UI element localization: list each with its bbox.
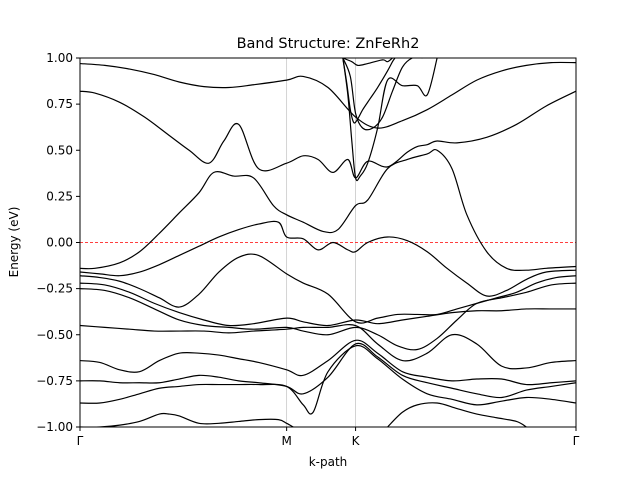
y-tick-label: 0.00 [46,236,73,250]
band-line-16 [342,58,438,182]
y-tick-label: −1.00 [36,420,73,434]
band-line-8 [80,324,576,370]
y-tick-label: −0.50 [36,328,73,342]
band-line-11 [80,344,576,415]
x-tick-label: Γ [77,434,84,448]
x-tick-label: M [281,434,291,448]
band-line-7 [80,282,576,351]
band-line-6 [80,282,576,327]
plot-area [79,57,577,428]
y-tick-label: −0.75 [36,374,73,388]
y-axis-title: Energy (eV) [7,207,21,278]
x-tick-label: K [352,434,361,448]
band-line-10 [80,342,576,399]
band-line-4 [80,220,576,297]
y-tick-label: 0.50 [46,143,73,157]
x-tick-label: Γ [573,434,580,448]
x-axis-title: k-path [309,455,348,469]
y-tick-label: 0.75 [46,97,73,111]
y-tick-label: 0.25 [46,189,73,203]
band-line-17 [342,58,423,131]
band-line-15 [342,58,393,67]
y-axis: 1.00 0.75 0.50 0.25 0.00 −0.25 −0.50 −0.75 −1.00 [36,51,80,434]
band-line-5 [80,253,576,324]
band-line-12 [80,412,294,427]
band-line-1 [80,61,576,129]
band-line-9 [80,339,576,386]
chart-title: Band Structure: ZnFeRh2 [237,36,420,52]
y-tick-label: 1.00 [46,51,73,65]
band-line-2 [80,90,576,179]
y-tick-label: −0.25 [36,282,73,296]
band-line-3 [80,148,576,272]
band-lines [80,58,576,427]
band-line-13 [387,402,527,427]
band-line-14 [342,58,396,124]
